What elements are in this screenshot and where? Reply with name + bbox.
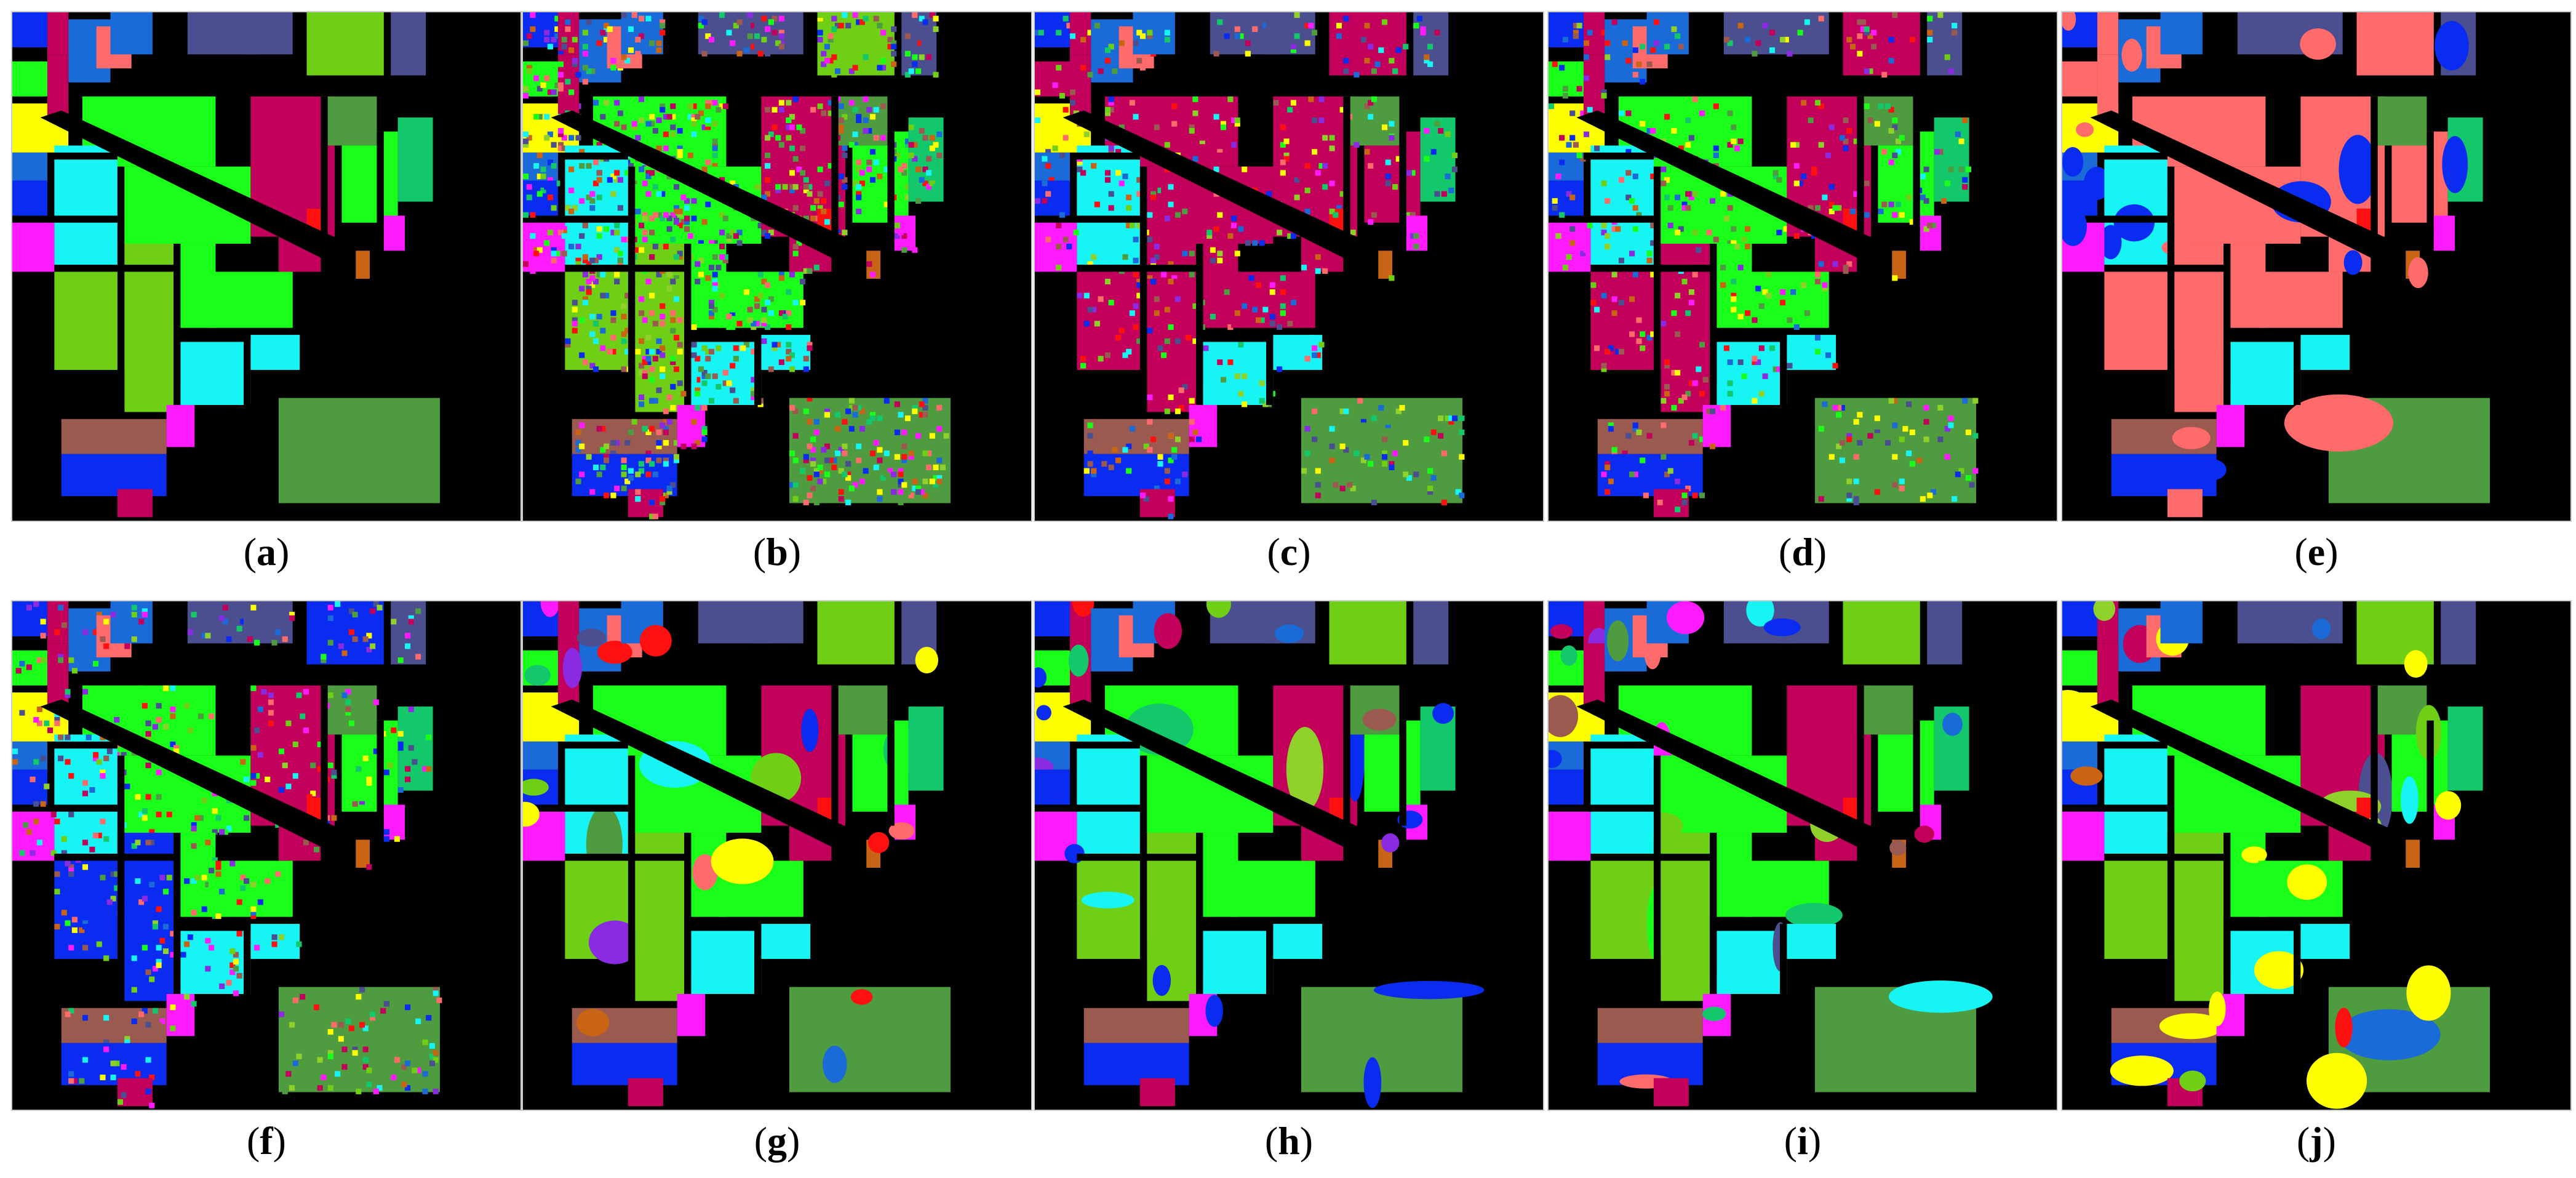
- panel-b: (b): [522, 0, 1032, 589]
- panel-caption-g: (g): [754, 1119, 800, 1163]
- panel-letter-f: f: [260, 1119, 273, 1163]
- panel-letter-g: g: [767, 1119, 787, 1163]
- panel-letter-d: d: [1792, 530, 1814, 574]
- panel-letter-b: b: [766, 530, 788, 574]
- panel-f: (f): [11, 589, 522, 1178]
- panel-letter-e: e: [2307, 530, 2326, 574]
- panel-caption-j: (j): [2297, 1119, 2336, 1163]
- panel-caption-i: (i): [1784, 1119, 1822, 1163]
- classification-map-b: [523, 12, 1031, 521]
- panel-c: (c): [1034, 0, 1544, 589]
- figure-row-bottom: (f) (g) (h) (i) (j): [0, 589, 2576, 1178]
- panel-caption-e: (e): [2294, 530, 2339, 574]
- panel-g: (g): [522, 589, 1032, 1178]
- classification-map-i: [1549, 601, 2057, 1110]
- panel-letter-j: j: [2310, 1119, 2323, 1163]
- panel-letter-c: c: [1280, 530, 1298, 574]
- panel-j: (j): [2061, 589, 2572, 1178]
- panel-caption-h: (h): [1264, 1119, 1314, 1163]
- map-frame-j: [2061, 600, 2572, 1111]
- classification-map-e: [2062, 12, 2570, 521]
- panel-h: (h): [1034, 589, 1544, 1178]
- map-frame-b: [522, 11, 1032, 522]
- map-frame-e: [2061, 11, 2572, 522]
- panel-caption-b: (b): [752, 530, 802, 574]
- map-frame-f: [11, 600, 522, 1111]
- panel-letter-i: i: [1797, 1119, 1808, 1163]
- figure-row-top: (a) (b) (c) (d) (e): [11, 0, 2572, 589]
- panel-e: (e): [2061, 0, 2572, 589]
- classification-map-c: [1035, 12, 1543, 521]
- classification-map-g: [523, 601, 1031, 1110]
- map-frame-a: [11, 11, 522, 522]
- classification-map-d: [1549, 12, 2057, 521]
- classification-map-j: [2062, 601, 2570, 1110]
- classification-map-f: [12, 601, 520, 1110]
- panel-caption-f: (f): [247, 1119, 286, 1163]
- panel-caption-d: (d): [1778, 530, 1827, 574]
- map-frame-h: [1034, 600, 1544, 1111]
- panel-letter-a: a: [257, 530, 276, 574]
- map-frame-g: [522, 600, 1032, 1111]
- panel-d: (d): [1547, 0, 2058, 589]
- panel-caption-a: (a): [243, 530, 290, 574]
- panel-letter-h: h: [1278, 1119, 1300, 1163]
- classification-map-a: [12, 12, 520, 521]
- map-frame-i: [1547, 600, 2058, 1111]
- panel-a: (a): [11, 0, 522, 589]
- panel-i: (i): [1547, 589, 2058, 1178]
- panel-caption-c: (c): [1267, 530, 1311, 574]
- map-frame-d: [1547, 11, 2058, 522]
- classification-map-h: [1035, 601, 1543, 1110]
- map-frame-c: [1034, 11, 1544, 522]
